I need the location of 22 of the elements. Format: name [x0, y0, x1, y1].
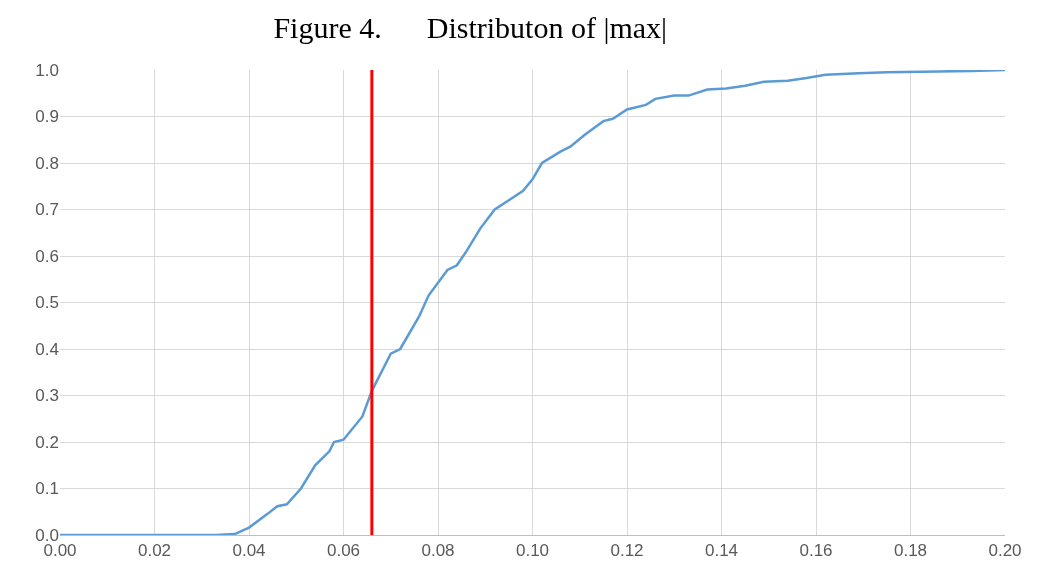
- y-tick-label: 0.8: [35, 153, 59, 173]
- y-tick-label: 0.2: [35, 432, 59, 452]
- y-tick-label: 0.6: [35, 246, 59, 266]
- line-series: [60, 70, 1005, 535]
- x-tick-label: 0.16: [799, 541, 833, 561]
- x-tick-label: 0.04: [232, 541, 266, 561]
- x-tick-label: 0.06: [326, 541, 361, 561]
- x-tick-label: 0.20: [988, 541, 1022, 561]
- y-tick-label: 1.0: [35, 60, 59, 80]
- y-tick-label: 0.9: [35, 107, 59, 127]
- x-tick-label: 0.12: [610, 541, 644, 561]
- y-tick-label: 0.4: [35, 339, 59, 359]
- x-tick-label: 0.08: [421, 541, 455, 561]
- x-tick-label: 0.10: [515, 541, 550, 561]
- chart-title: Figure 4. Distributon of |max|: [273, 11, 668, 45]
- y-tick-label: 0.1: [35, 479, 59, 499]
- y-tick-label: 0.7: [35, 200, 59, 220]
- y-tick-label: 0.5: [35, 293, 59, 313]
- x-tick-label: 0.18: [893, 541, 928, 561]
- x-tick-label: 0.02: [137, 541, 172, 561]
- x-tick-label: 0.14: [704, 541, 739, 561]
- y-tick-label: 0.3: [35, 386, 59, 406]
